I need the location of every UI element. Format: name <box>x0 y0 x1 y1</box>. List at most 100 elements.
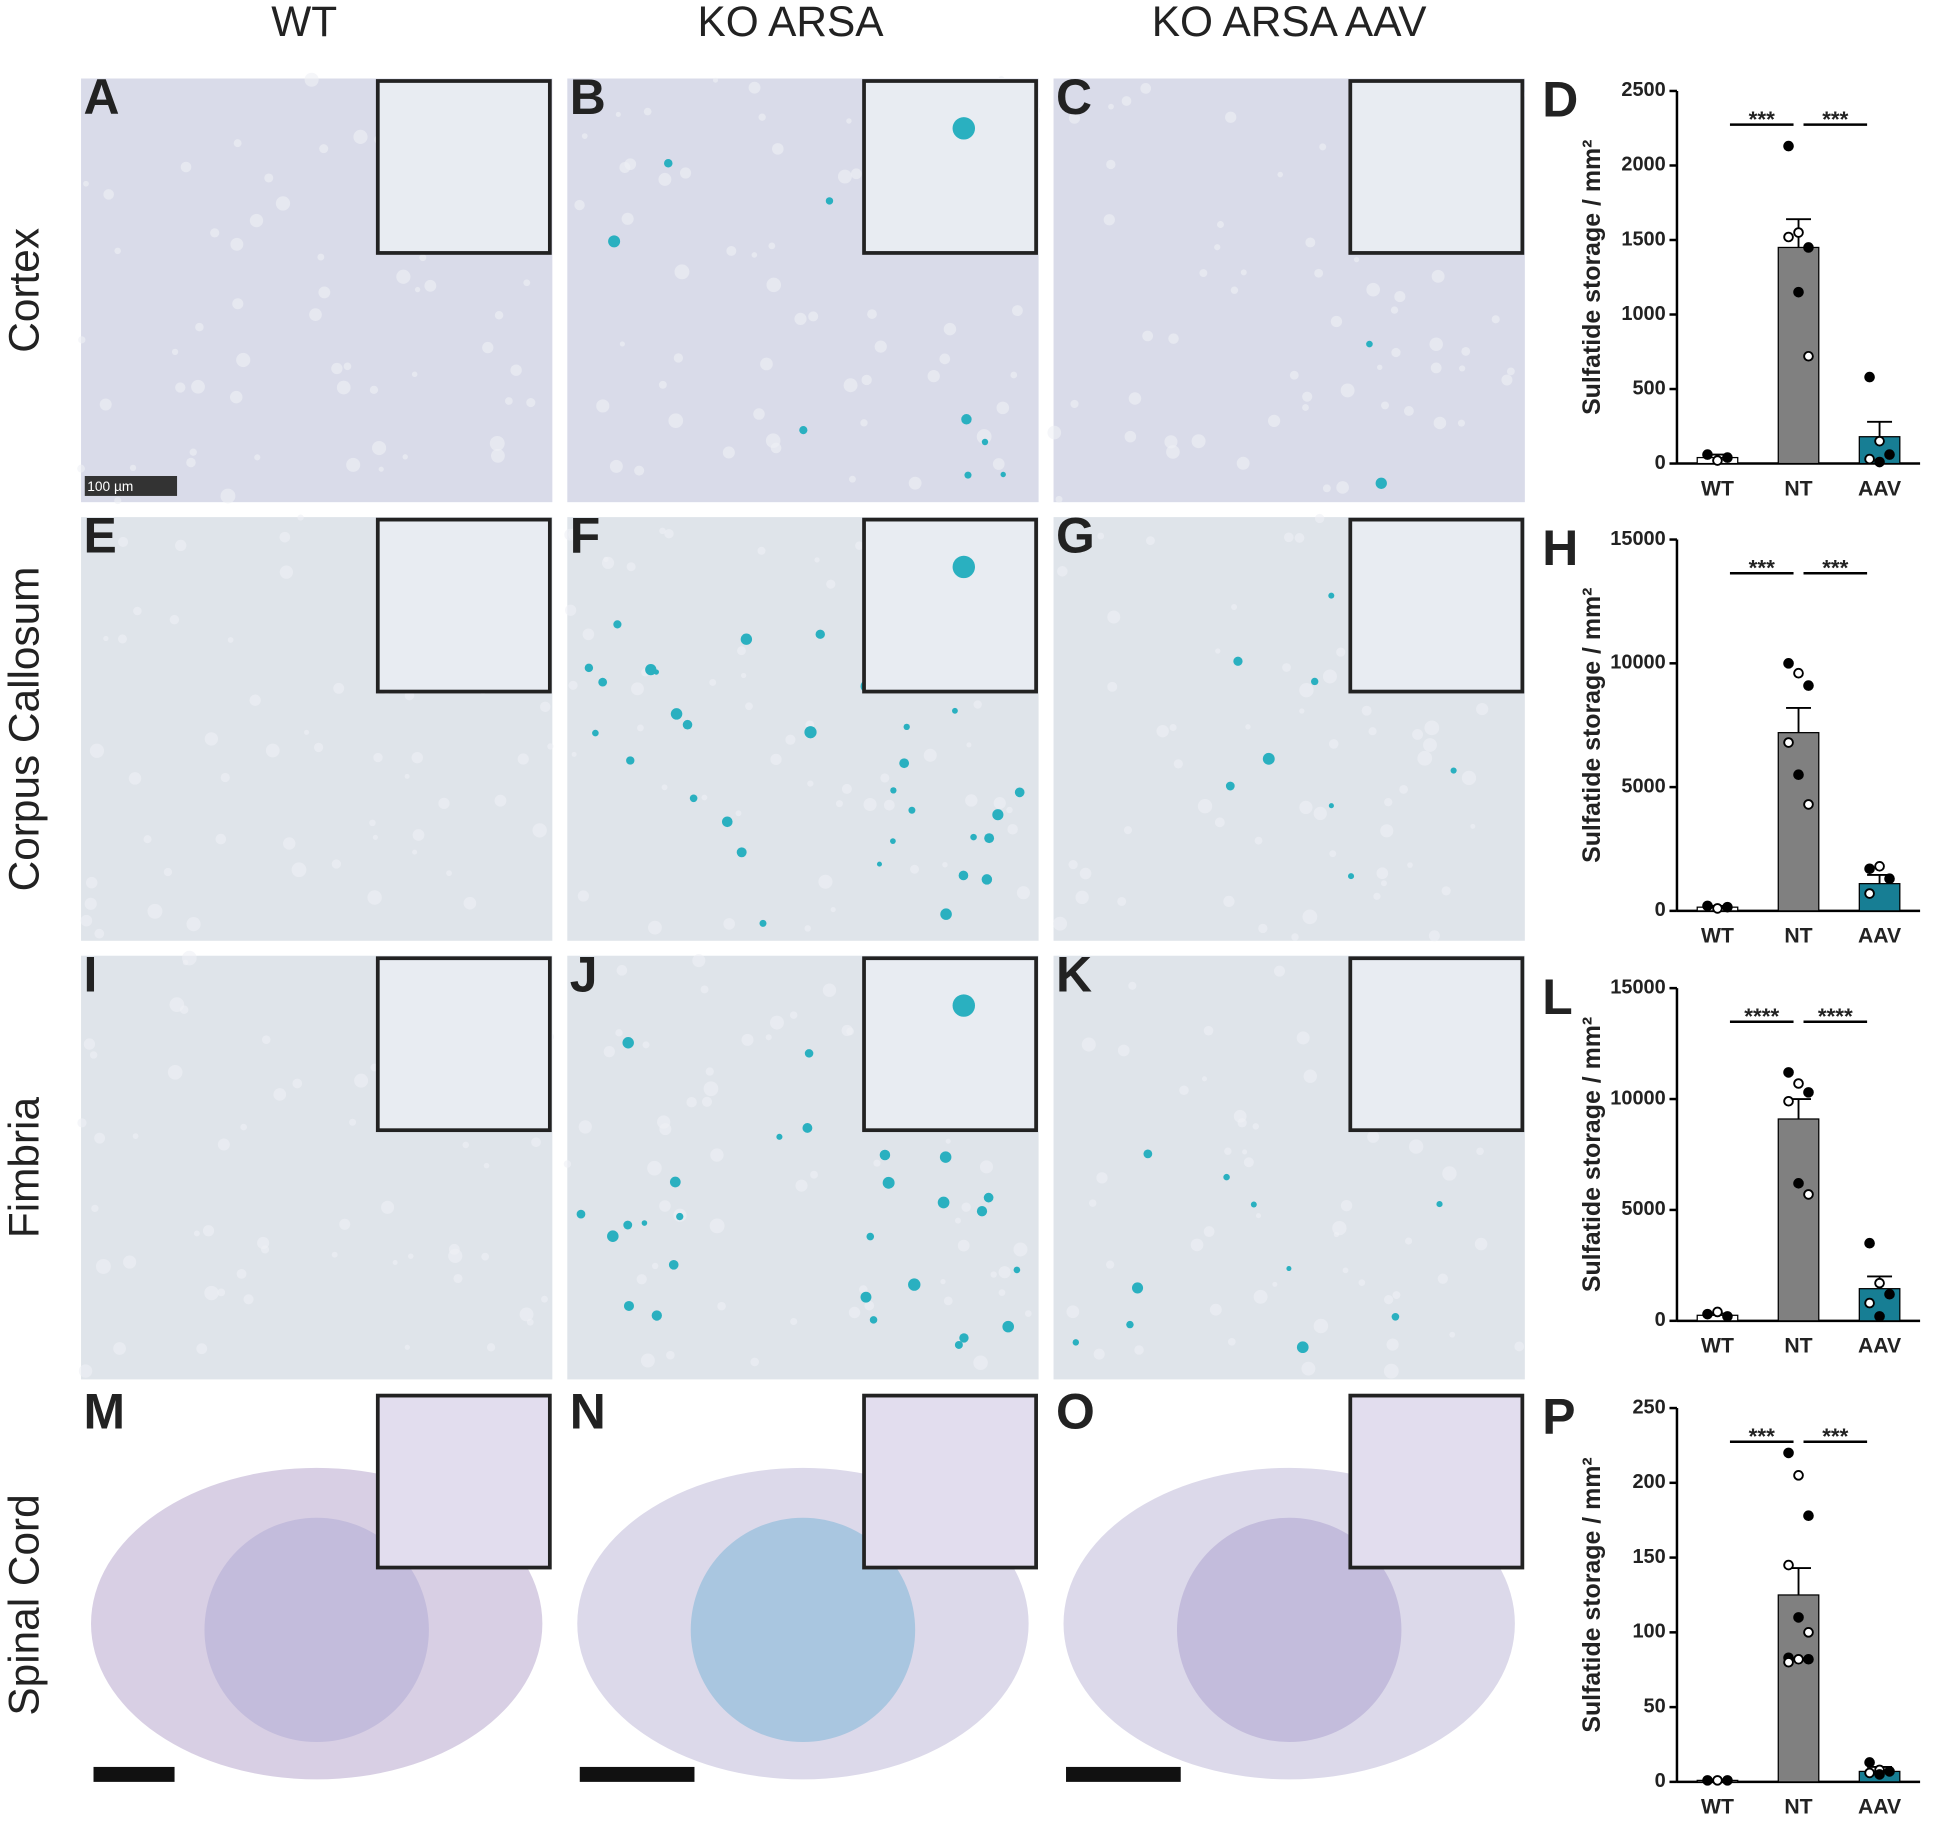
error-bar <box>1786 706 1811 733</box>
inset <box>862 1393 1038 1570</box>
data-point <box>1884 1766 1895 1777</box>
stain-dot <box>1233 656 1243 666</box>
stain-dot <box>576 1209 586 1219</box>
texture <box>846 1027 854 1036</box>
texture <box>616 965 628 976</box>
y-axis-label: Sulfatide storage / mm² <box>1578 588 1606 863</box>
texture <box>822 983 837 997</box>
texture <box>1075 890 1089 905</box>
data-point <box>1783 1447 1794 1459</box>
texture <box>163 867 173 877</box>
texture <box>1291 933 1299 941</box>
stain-dot <box>592 729 599 737</box>
row-label: Corpus Callosum <box>1 567 48 892</box>
texture <box>860 419 868 427</box>
texture <box>541 1295 548 1303</box>
stain-dot <box>903 723 910 731</box>
significance-label: *** <box>1749 107 1775 132</box>
stain-dot <box>1328 803 1334 809</box>
texture <box>603 556 609 563</box>
data-point <box>1783 231 1794 243</box>
texture <box>1010 371 1018 379</box>
texture <box>1191 434 1206 449</box>
texture <box>412 829 425 841</box>
texture <box>353 129 368 144</box>
grey-matter <box>1176 1517 1402 1743</box>
texture <box>523 279 531 287</box>
texture <box>864 1300 875 1311</box>
texture <box>257 1236 270 1250</box>
texture <box>1392 1291 1401 1300</box>
texture <box>494 310 504 320</box>
texture <box>1501 374 1513 386</box>
texture <box>1459 365 1466 372</box>
stain-dot <box>1223 1173 1230 1181</box>
texture <box>279 531 291 543</box>
scale-bar <box>93 1766 175 1782</box>
texture <box>275 196 291 211</box>
grey-matter <box>204 1517 429 1743</box>
stain-dot <box>869 1316 878 1324</box>
x-tick-label: AAV <box>1858 925 1901 948</box>
texture <box>85 876 98 889</box>
texture <box>369 819 376 827</box>
texture <box>1353 256 1360 263</box>
texture <box>990 1271 997 1278</box>
texture <box>880 773 890 783</box>
texture <box>494 794 507 807</box>
texture <box>770 442 782 454</box>
texture <box>1441 886 1451 896</box>
texture <box>1431 269 1445 283</box>
stain-dot <box>802 1123 813 1133</box>
texture <box>230 237 244 251</box>
texture <box>1225 111 1237 123</box>
stain-dot <box>1143 1149 1153 1159</box>
data-point <box>1864 1237 1875 1249</box>
texture <box>504 397 513 405</box>
texture <box>91 1204 99 1213</box>
data-point <box>1783 737 1794 748</box>
texture <box>973 700 982 709</box>
inset <box>375 956 552 1133</box>
texture <box>1007 823 1018 835</box>
texture <box>1108 103 1114 110</box>
data-point <box>1874 1277 1885 1289</box>
texture <box>1383 1294 1394 1305</box>
texture <box>232 298 244 310</box>
stain-dot <box>952 555 976 579</box>
texture <box>674 264 690 280</box>
texture <box>636 724 644 732</box>
texture <box>1203 1025 1214 1036</box>
texture <box>957 1239 970 1252</box>
texture <box>438 797 450 810</box>
texture <box>768 242 776 250</box>
texture <box>923 748 937 762</box>
significance-label: *** <box>1822 107 1848 132</box>
texture <box>945 1138 951 1144</box>
texture <box>1156 724 1169 738</box>
significance-label: *** <box>1822 555 1848 580</box>
stain-dot <box>607 1230 619 1242</box>
texture <box>1224 1147 1232 1155</box>
texture <box>726 245 737 256</box>
texture <box>1405 1237 1413 1245</box>
y-tick-label: 0 <box>1655 452 1666 474</box>
data-point <box>1864 888 1875 899</box>
y-tick-label: 15000 <box>1610 528 1665 550</box>
texture <box>265 743 280 758</box>
significance-label: *** <box>1749 1424 1775 1449</box>
texture <box>1470 823 1476 829</box>
texture <box>1381 401 1390 410</box>
texture <box>123 1255 137 1269</box>
stain-dot <box>908 1278 921 1291</box>
y-tick-label: 250 <box>1632 1396 1665 1418</box>
texture <box>372 834 378 840</box>
texture <box>700 985 709 994</box>
data-point <box>1803 1510 1814 1522</box>
panel-letter: H <box>1542 520 1578 576</box>
texture <box>943 322 957 336</box>
stain-dot <box>1250 1201 1257 1208</box>
texture <box>103 189 114 200</box>
texture <box>333 682 345 694</box>
texture <box>1199 269 1208 278</box>
